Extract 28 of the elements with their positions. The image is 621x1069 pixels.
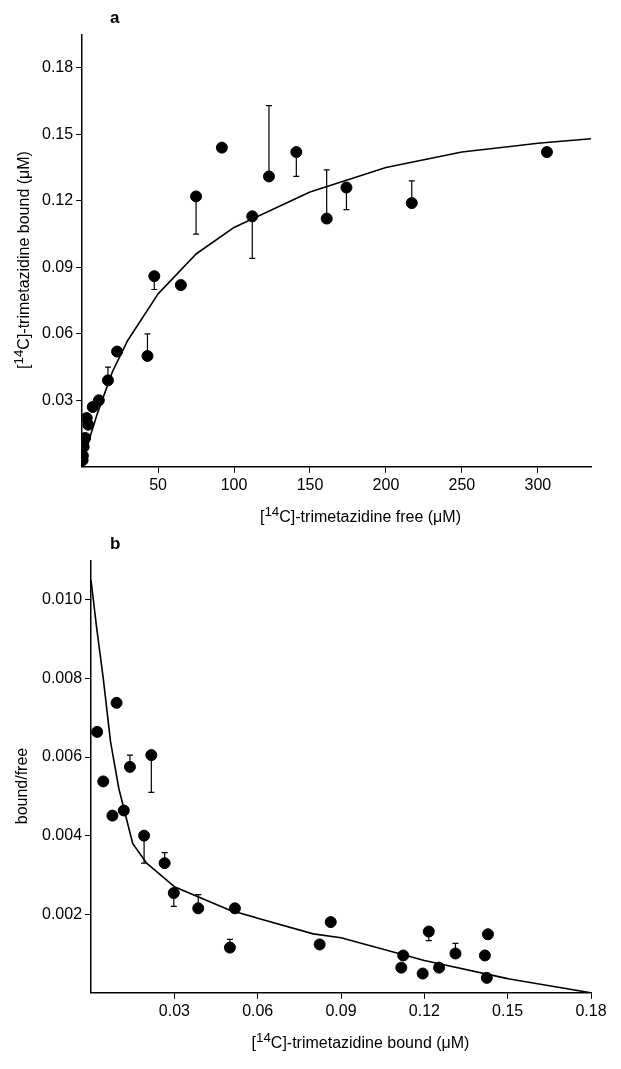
chart-title: a — [110, 8, 120, 28]
x-tick-label: 0.09 — [325, 1001, 357, 1019]
x-tick-label: 0.18 — [575, 1001, 607, 1019]
y-tick-label: 0.008 — [41, 668, 83, 686]
y-tick-label: 0.010 — [41, 590, 83, 608]
y-tick-label: 0.002 — [41, 904, 83, 922]
x-tick-label: 300 — [524, 475, 552, 493]
y-tick-label: 0.18 — [42, 58, 74, 76]
x-tick-label: 50 — [149, 475, 168, 493]
chart-title: b — [110, 534, 121, 554]
x-tick-label: 0.15 — [492, 1001, 524, 1019]
y-tick-label: 0.06 — [42, 324, 74, 342]
x-tick-label: 250 — [448, 475, 476, 493]
x-tick-label: 0.03 — [158, 1001, 191, 1019]
x-tick-label: 0.06 — [242, 1001, 274, 1019]
x-tick-label: 100 — [220, 475, 248, 493]
x-tick-label: 200 — [372, 475, 400, 493]
y-tick-label: 0.006 — [41, 747, 83, 765]
y-tick-label: 0.09 — [42, 257, 74, 275]
y-axis-title: bound/free — [13, 747, 31, 825]
x-axis-title: [$^{14}$C]-trimetazidine free (μM) — [259, 504, 462, 527]
y-tick-label: 0.15 — [42, 124, 74, 142]
x-tick-label: 0.12 — [408, 1001, 441, 1019]
x-axis-title: [$^{14}$C]-trimetazidine bound (μM) — [250, 1030, 471, 1053]
y-tick-label: 0.004 — [41, 826, 83, 844]
y-tick-label: 0.12 — [42, 191, 74, 209]
y-tick-label: 0.03 — [42, 390, 74, 408]
x-tick-label: 150 — [296, 475, 324, 493]
